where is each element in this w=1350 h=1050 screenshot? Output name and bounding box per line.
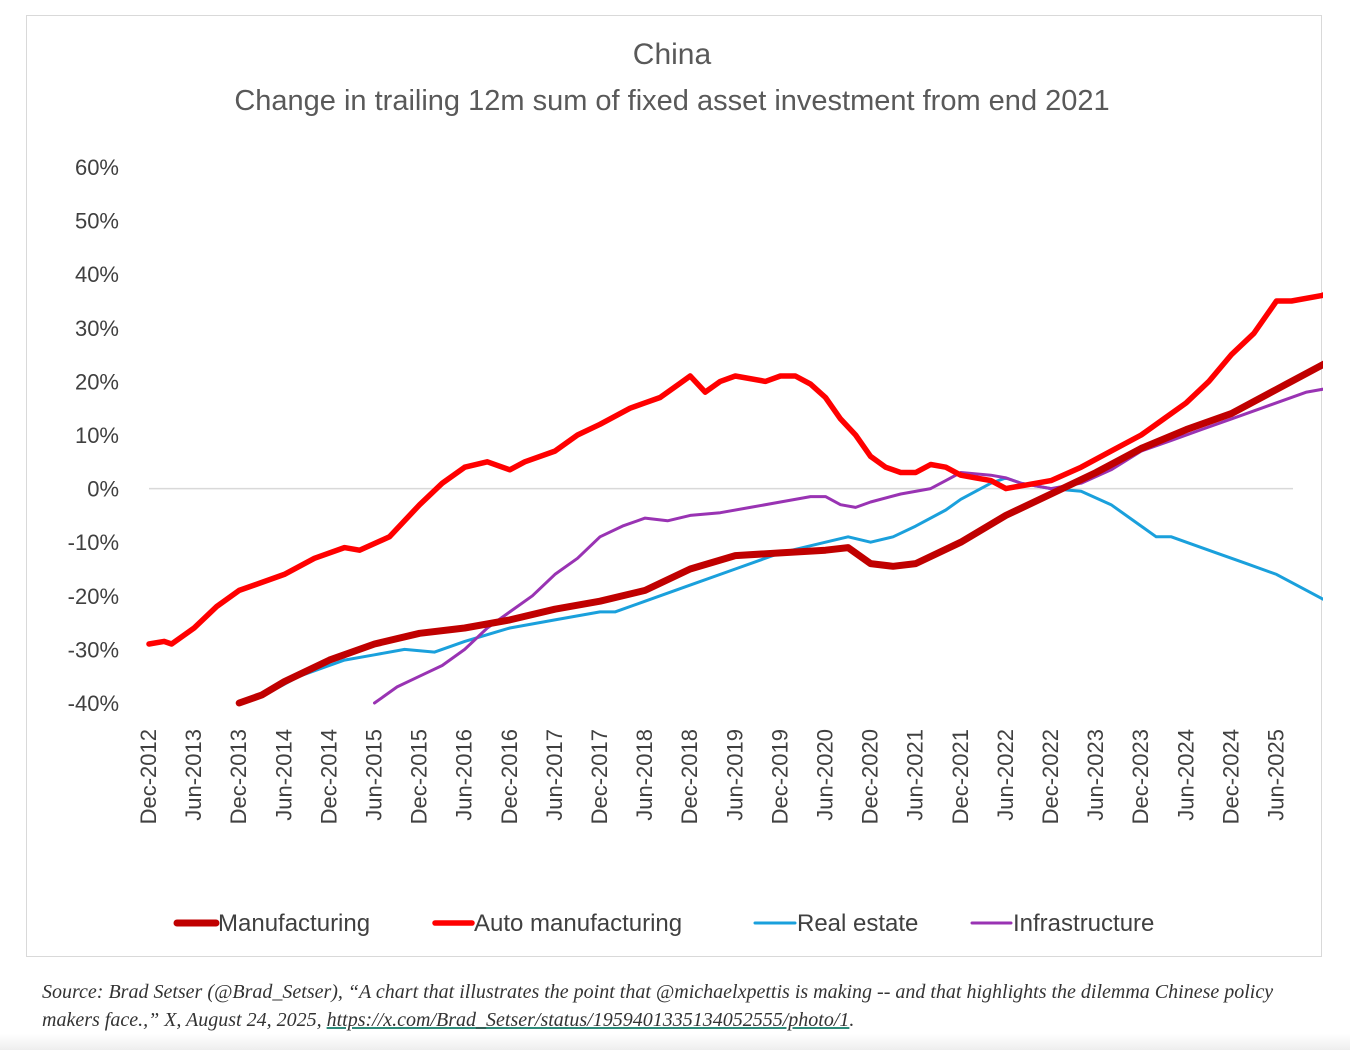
x-tick-label: Dec-2016 bbox=[497, 729, 522, 824]
y-tick-label: 0% bbox=[87, 477, 119, 502]
x-tick-label: Dec-2014 bbox=[316, 729, 341, 824]
y-axis-ticks: -40% -30% -20% -10% 0% 10% 20% 30% 40% 50% 60% bbox=[68, 155, 119, 716]
legend-label-real-estate: Real estate bbox=[797, 910, 918, 937]
series-line-manufacturing bbox=[235, 360, 1323, 707]
x-tick-label: Jun-2015 bbox=[362, 729, 387, 821]
series-layer bbox=[146, 292, 1323, 707]
legend: Manufacturing Auto manufacturing Real esta… bbox=[173, 910, 1154, 937]
y-tick-label: 40% bbox=[75, 262, 119, 287]
x-tick-label: Dec-2019 bbox=[767, 729, 792, 824]
x-tick-label: Jun-2025 bbox=[1264, 729, 1289, 821]
y-tick-label: -20% bbox=[68, 584, 119, 609]
x-tick-label: Dec-2013 bbox=[226, 729, 251, 824]
x-axis-ticks: Dec-2012 Jun-2013 Dec-2013 Jun-2014 Dec-2014… bbox=[136, 729, 1289, 824]
x-tick-label: Jun-2018 bbox=[632, 729, 657, 821]
y-tick-label: -30% bbox=[68, 637, 119, 662]
series-line-infrastructure bbox=[373, 387, 1323, 705]
x-tick-label: Dec-2017 bbox=[587, 729, 612, 824]
bottom-fade bbox=[0, 1034, 1350, 1050]
series-line-real-estate bbox=[237, 476, 1323, 705]
caption-end: . bbox=[849, 1009, 855, 1031]
x-tick-label: Dec-2022 bbox=[1038, 729, 1063, 824]
legend-label-manufacturing: Manufacturing bbox=[218, 910, 370, 937]
x-tick-label: Dec-2018 bbox=[677, 729, 702, 824]
x-tick-label: Dec-2012 bbox=[136, 729, 161, 824]
x-tick-label: Jun-2016 bbox=[452, 729, 477, 821]
x-tick-label: Dec-2021 bbox=[948, 729, 973, 824]
x-tick-label: Jun-2017 bbox=[542, 729, 567, 821]
x-tick-label: Jun-2021 bbox=[903, 729, 928, 821]
x-tick-label: Jun-2023 bbox=[1083, 729, 1108, 821]
series-line-auto-manufacturing bbox=[146, 292, 1323, 647]
legend-label-infrastructure: Infrastructure bbox=[1013, 910, 1154, 937]
chart-subtitle: Change in trailing 12m sum of fixed asse… bbox=[234, 85, 1109, 117]
x-tick-label: Dec-2023 bbox=[1128, 729, 1153, 824]
y-tick-label: -40% bbox=[68, 691, 119, 716]
legend-label-auto-manufacturing: Auto manufacturing bbox=[474, 910, 682, 937]
caption-text: Source: Brad Setser (@Brad_Setser), “A c… bbox=[42, 981, 1274, 1031]
source-link[interactable]: https://x.com/Brad_Setser/status/1959401… bbox=[326, 1009, 850, 1031]
x-tick-label: Jun-2019 bbox=[722, 729, 747, 821]
chart-svg: China Change in trailing 12m sum of fixe… bbox=[68, 38, 1323, 937]
y-tick-label: 10% bbox=[75, 423, 119, 448]
y-tick-label: 20% bbox=[75, 369, 119, 394]
x-tick-label: Jun-2014 bbox=[271, 729, 296, 821]
x-tick-label: Dec-2020 bbox=[858, 729, 883, 824]
y-tick-label: 30% bbox=[75, 316, 119, 341]
source-caption: Source: Brad Setser (@Brad_Setser), “A c… bbox=[42, 978, 1302, 1034]
x-tick-label: Jun-2022 bbox=[993, 729, 1018, 821]
x-tick-label: Dec-2015 bbox=[407, 729, 432, 824]
y-tick-label: 60% bbox=[75, 155, 119, 180]
x-tick-label: Dec-2024 bbox=[1218, 729, 1243, 824]
chart-title: China bbox=[633, 38, 712, 71]
x-tick-label: Jun-2024 bbox=[1173, 729, 1198, 821]
y-tick-label: -10% bbox=[68, 530, 119, 555]
x-tick-label: Jun-2013 bbox=[181, 729, 206, 821]
y-tick-label: 50% bbox=[75, 209, 119, 234]
chart-frame: China Change in trailing 12m sum of fixe… bbox=[26, 15, 1323, 957]
x-tick-label: Jun-2020 bbox=[813, 729, 838, 821]
